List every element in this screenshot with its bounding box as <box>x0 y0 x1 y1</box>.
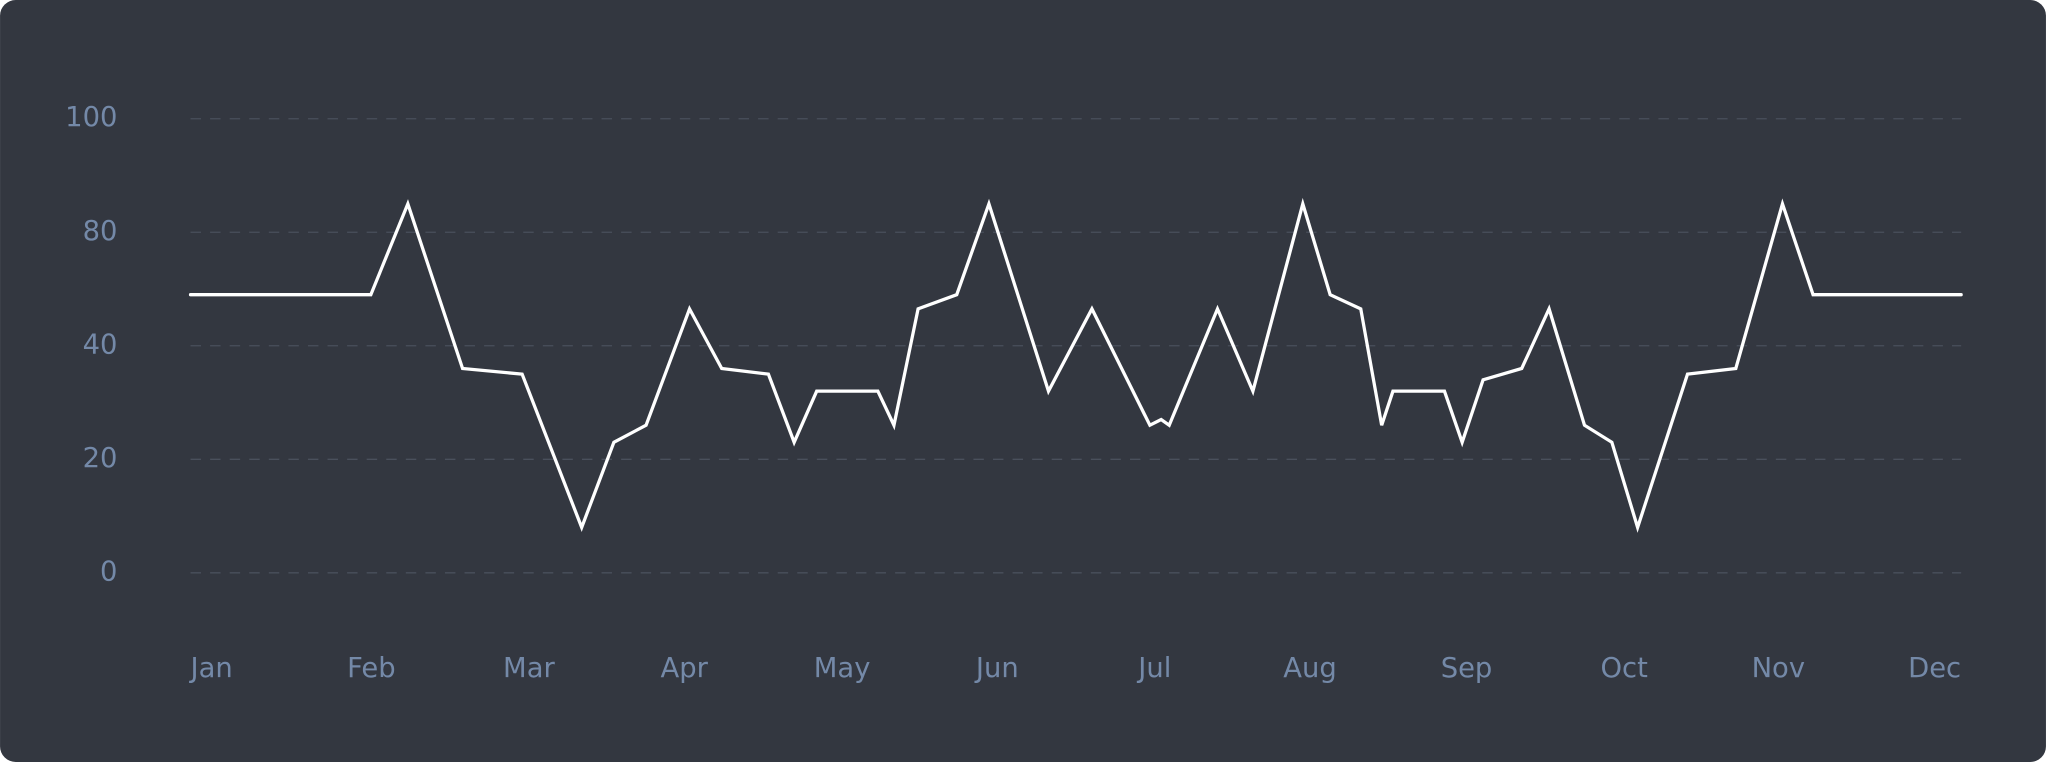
x-tick-label: Apr <box>661 653 709 684</box>
x-tick-label: Feb <box>347 653 395 684</box>
y-tick-label: 100 <box>65 102 117 133</box>
x-tick-label: Jun <box>974 653 1019 684</box>
x-tick-label: May <box>814 653 871 684</box>
x-tick-label: Mar <box>503 653 555 684</box>
x-tick-label: Oct <box>1600 653 1648 684</box>
x-tick-label: Dec <box>1908 653 1961 684</box>
line <box>188 197 1963 533</box>
x-tick-label: Jul <box>1136 653 1171 684</box>
y-tick-label: 0 <box>100 556 117 587</box>
y-tick-label: 40 <box>83 329 118 360</box>
x-tick-label: Jan <box>189 653 233 684</box>
x-tick-label: Aug <box>1283 653 1336 684</box>
y-tick-label: 20 <box>83 443 118 474</box>
x-tick-label: Nov <box>1752 653 1805 684</box>
y-tick-label: 80 <box>83 216 118 247</box>
x-tick-label: Sep <box>1441 653 1493 684</box>
